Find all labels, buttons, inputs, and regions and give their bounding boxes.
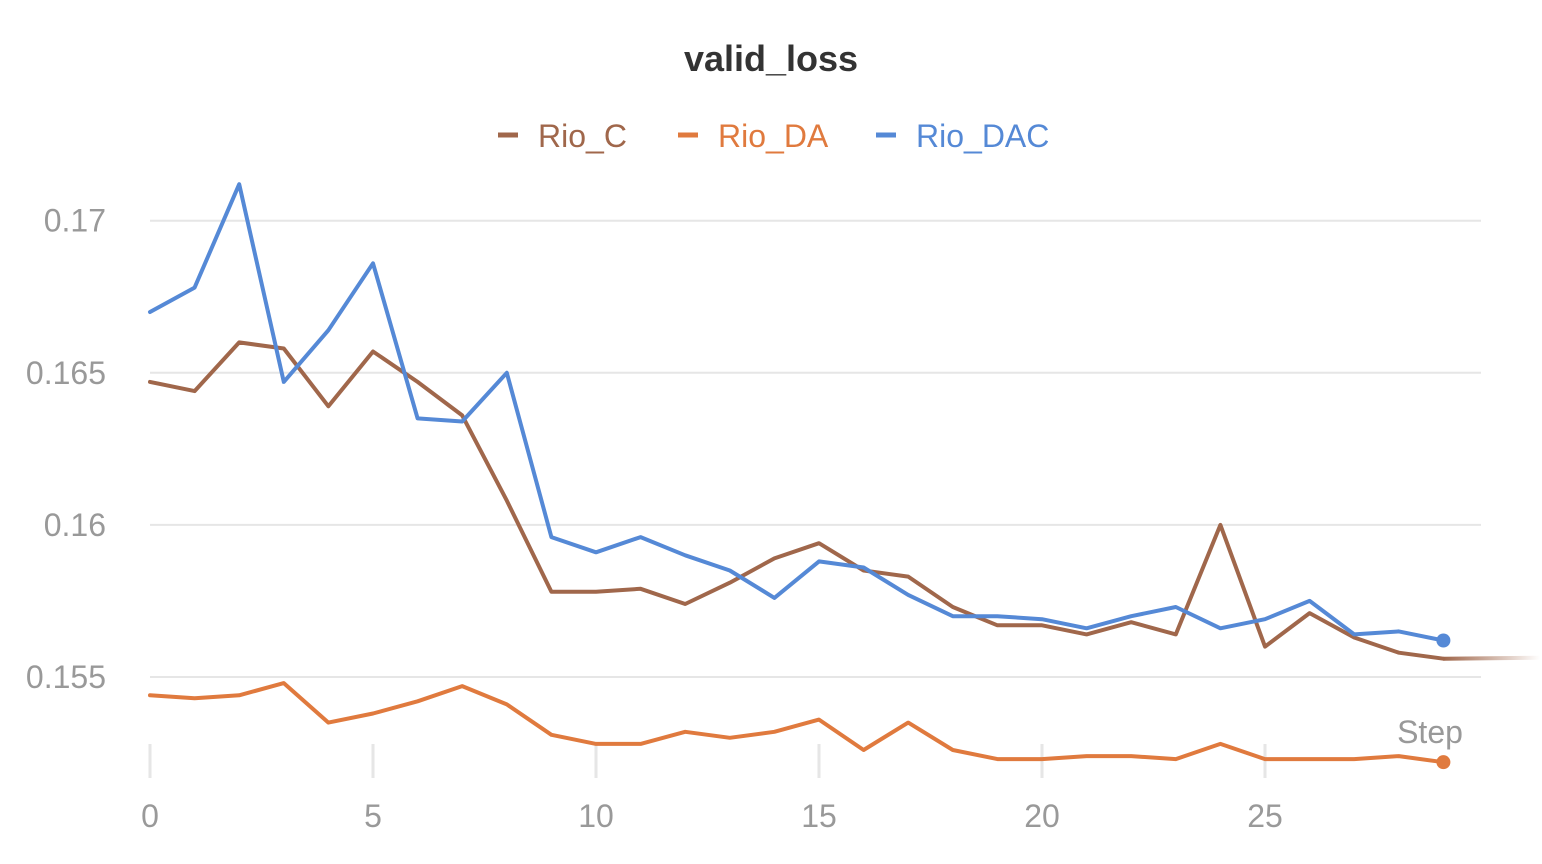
y-tick-label: 0.165 (26, 355, 106, 391)
series-extension-rio-c (1443, 655, 1541, 661)
x-tick-label: 20 (1024, 798, 1060, 834)
series-line-rio-c (148, 340, 1446, 661)
y-tick-label: 0.17 (44, 203, 106, 239)
series-group (148, 182, 1541, 770)
x-tick-label: 25 (1247, 798, 1283, 834)
x-axis-label: Step (1397, 714, 1463, 750)
legend: Rio_C Rio_DA Rio_DAC (498, 118, 1049, 154)
legend-label: Rio_DAC (916, 118, 1049, 154)
series-line-rio-dac (148, 182, 1446, 643)
y-axis-ticks: 0.155 0.16 0.165 0.17 (26, 203, 106, 695)
grid-lines (150, 219, 1481, 678)
y-tick-label: 0.16 (44, 507, 106, 543)
x-tick-label: 5 (364, 798, 382, 834)
x-tick-label: 15 (801, 798, 837, 834)
legend-label: Rio_C (538, 118, 627, 154)
y-tick-label: 0.155 (26, 659, 106, 695)
series-line-rio-da (148, 681, 1446, 765)
x-tick-label: 10 (578, 798, 614, 834)
chart-title: valid_loss (684, 38, 858, 79)
series-end-marker-rio-da (1436, 755, 1451, 770)
x-tick-label: 0 (141, 798, 159, 834)
legend-label: Rio_DA (718, 118, 829, 154)
series-end-marker-rio-dac (1436, 633, 1451, 648)
x-axis-ticks: 0 5 10 15 20 25 (141, 744, 1283, 834)
